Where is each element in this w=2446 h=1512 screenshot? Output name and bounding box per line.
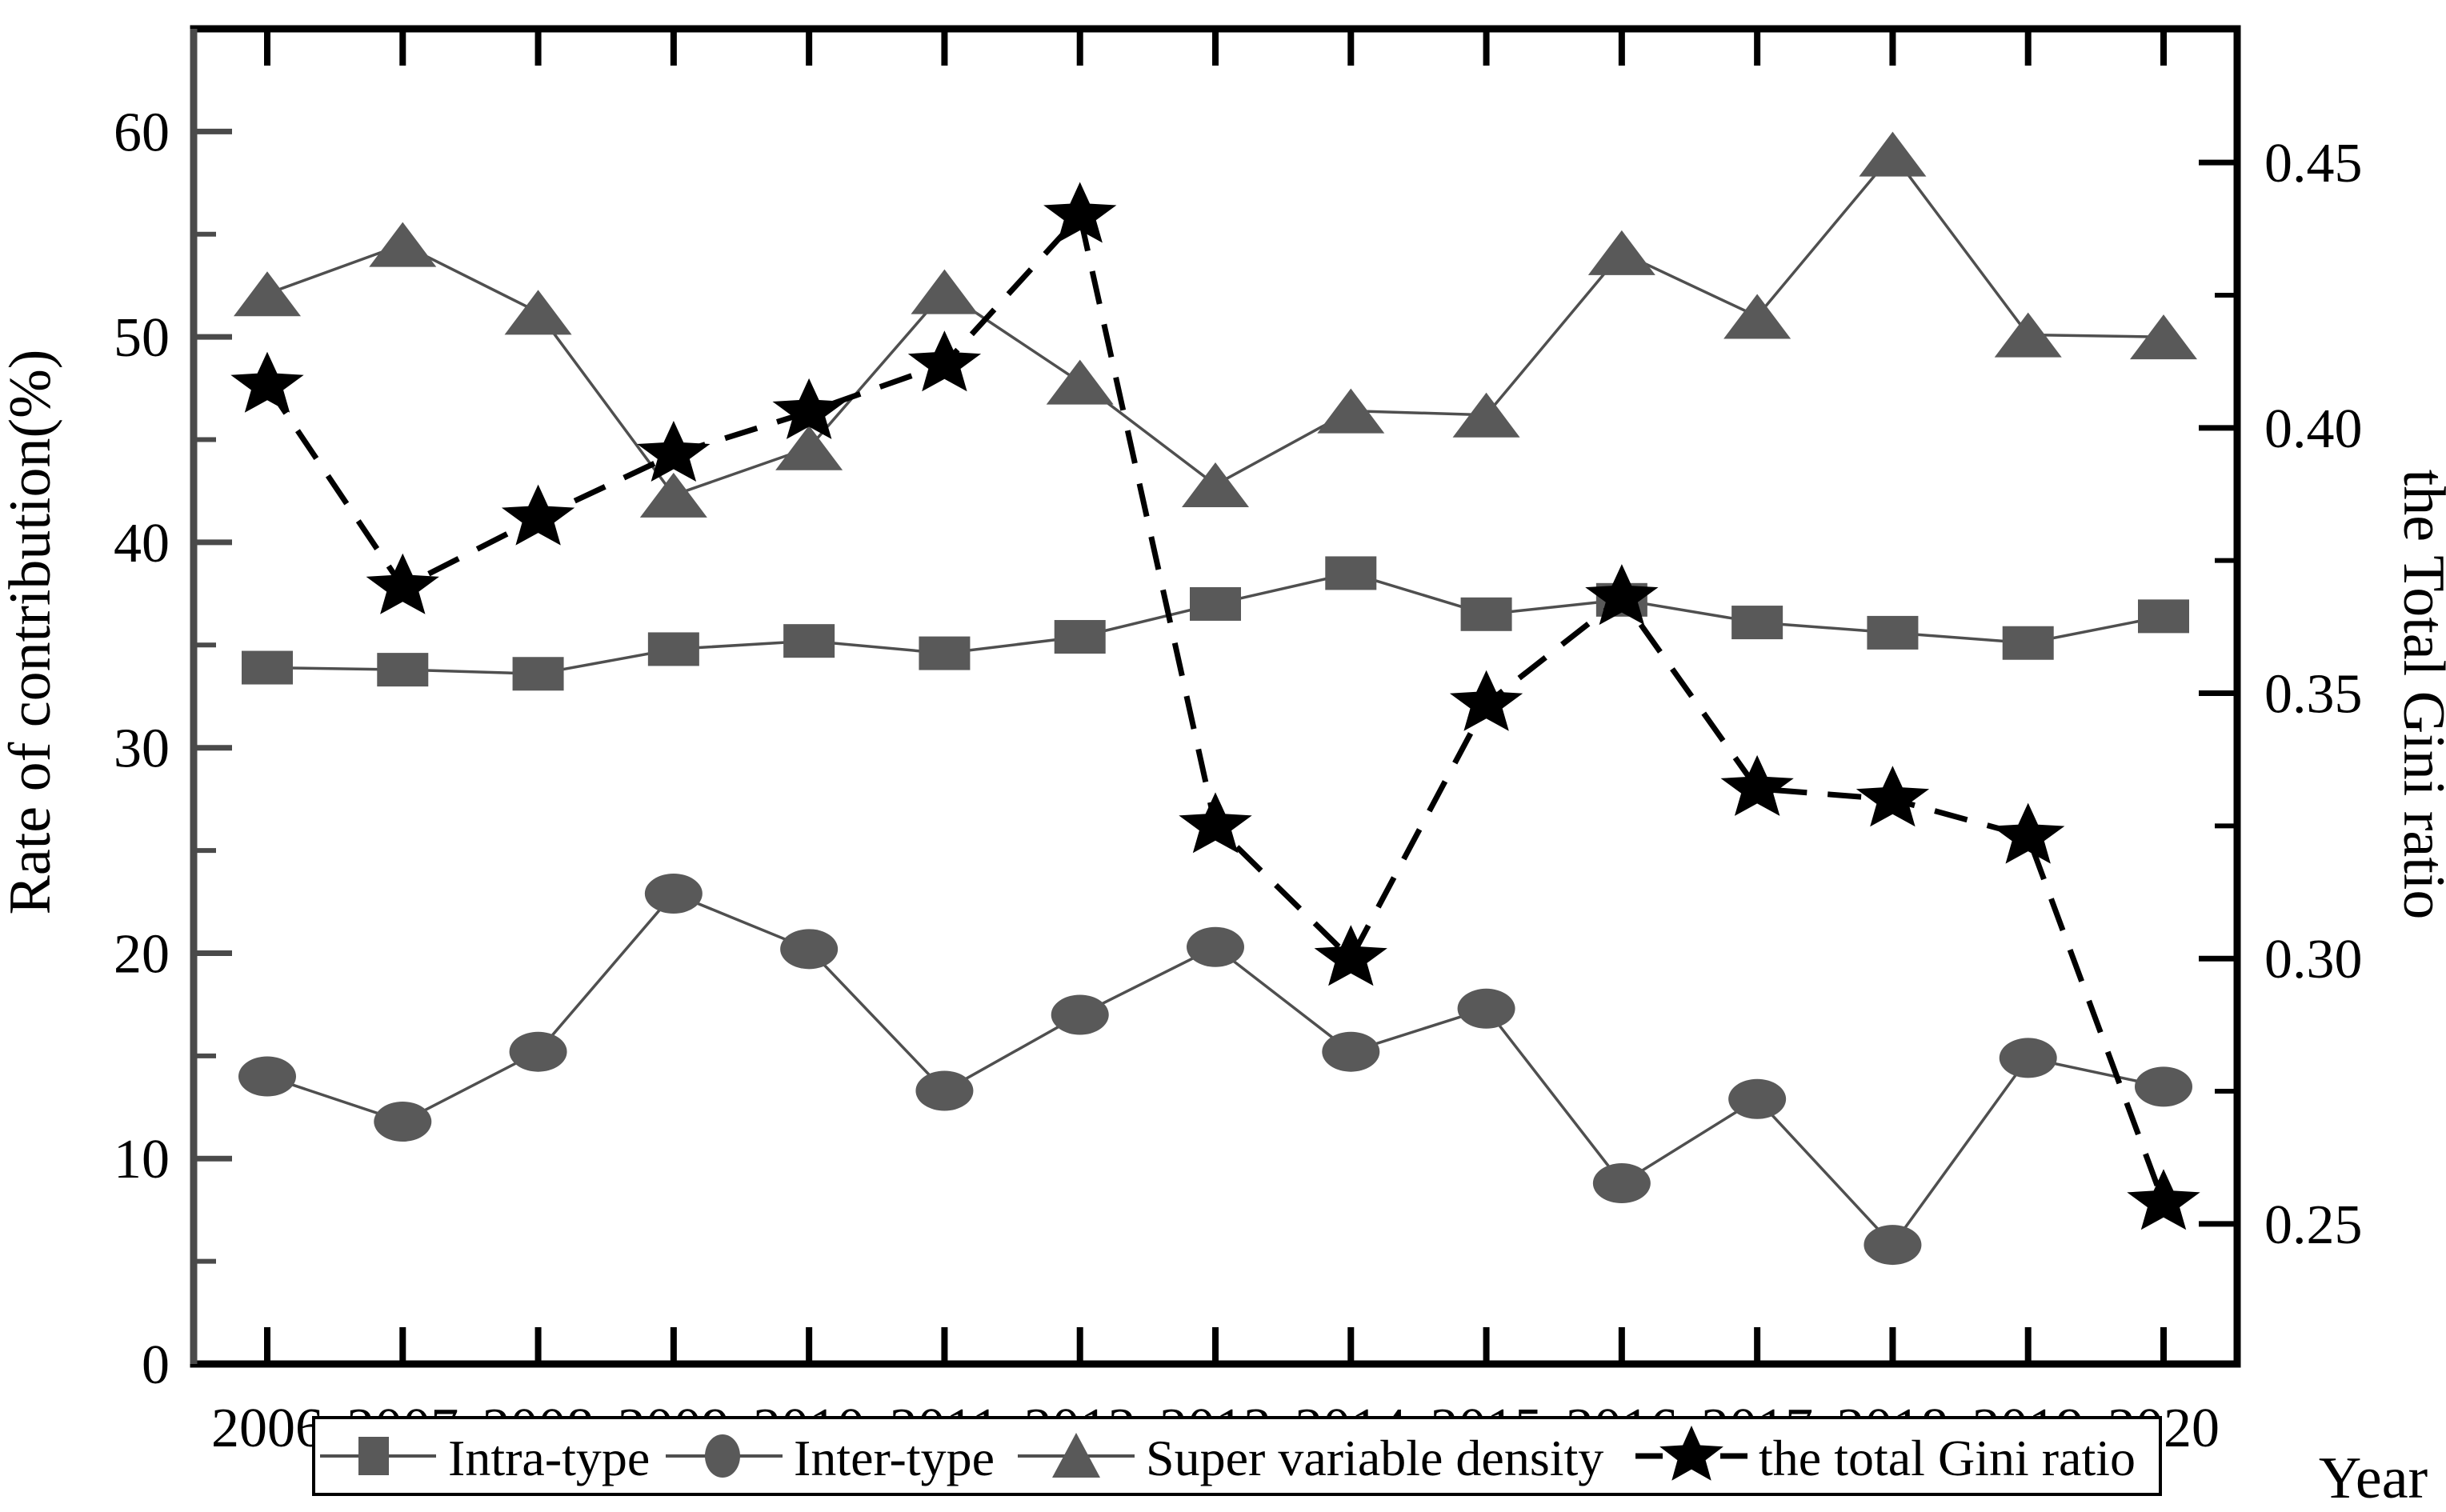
- marker-star-2017: [1720, 754, 1794, 816]
- marker-square-2006: [242, 650, 293, 685]
- marker-star-2011: [907, 330, 982, 392]
- marker-square-2014: [1325, 556, 1377, 590]
- marker-star-2020: [2127, 1169, 2200, 1230]
- legend-circle-icon: [705, 1434, 740, 1478]
- marker-circle-2014: [1322, 1031, 1380, 1072]
- legend-label-super-variable-density: Super variable density: [1146, 1430, 1603, 1486]
- marker-circle-2017: [1728, 1078, 1787, 1119]
- marker-circle-2012: [1051, 994, 1109, 1035]
- right-axis-tick-label: 0.40: [2264, 398, 2363, 460]
- marker-star-2016: [1585, 564, 1659, 626]
- marker-triangle-2019: [1994, 312, 2062, 358]
- marker-star-2007: [366, 553, 439, 614]
- marker-square-2018: [1867, 615, 1919, 650]
- left-axis-tick-label: 40: [114, 513, 170, 574]
- marker-square-2015: [1460, 597, 1512, 631]
- marker-circle-2019: [1999, 1038, 2057, 1078]
- legend-label-the-total-gini-ratio: the total Gini ratio: [1759, 1430, 2136, 1486]
- legend-square-icon: [358, 1437, 389, 1475]
- marker-triangle-2014: [1317, 388, 1385, 434]
- legend-label-inter-type: Inter-type: [794, 1430, 995, 1486]
- left-axis-tick-label: 60: [114, 102, 170, 163]
- marker-circle-2016: [1592, 1163, 1651, 1204]
- marker-star-2012: [1043, 182, 1117, 243]
- marker-triangle-2008: [504, 290, 572, 335]
- left-axis-tick-label: 0: [142, 1334, 170, 1396]
- marker-circle-2020: [2135, 1066, 2192, 1107]
- marker-square-2013: [1190, 586, 1241, 621]
- x-axis-title: Year: [2319, 1446, 2428, 1511]
- marker-square-2017: [1731, 606, 1783, 640]
- marker-triangle-2009: [639, 472, 707, 518]
- legend-box: [312, 1416, 2162, 1496]
- marker-circle-2008: [509, 1031, 567, 1072]
- marker-triangle-2017: [1723, 294, 1791, 339]
- right-axis-tick-label: 0.30: [2264, 929, 2363, 990]
- marker-square-2008: [512, 657, 564, 691]
- left-axis-title: Rate of contribution(%): [0, 350, 63, 915]
- right-axis-tick-label: 0.25: [2264, 1194, 2363, 1256]
- marker-square-2012: [1054, 620, 1106, 654]
- marker-star-2009: [637, 421, 711, 482]
- marker-star-2019: [1992, 802, 2065, 864]
- marker-square-2020: [2138, 599, 2189, 634]
- right-axis-tick-label: 0.45: [2264, 133, 2363, 194]
- marker-square-2007: [377, 653, 429, 687]
- marker-circle-2011: [915, 1070, 974, 1111]
- marker-square-2010: [783, 624, 835, 658]
- marker-triangle-2010: [775, 425, 843, 470]
- marker-square-2011: [919, 636, 971, 670]
- marker-star-2015: [1449, 670, 1523, 731]
- left-axis-tick-label: 30: [114, 718, 170, 780]
- marker-star-2006: [230, 351, 304, 413]
- left-axis-tick-label: 50: [114, 307, 170, 369]
- marker-triangle-2015: [1452, 392, 1520, 438]
- marker-circle-2006: [238, 1056, 296, 1097]
- marker-triangle-2011: [911, 269, 979, 314]
- legend-star-icon: [1659, 1426, 1723, 1481]
- marker-star-2014: [1314, 925, 1387, 986]
- marker-triangle-2020: [2130, 314, 2197, 360]
- marker-triangle-2016: [1587, 230, 1655, 275]
- marker-circle-2015: [1457, 988, 1515, 1029]
- marker-circle-2010: [780, 929, 839, 970]
- marker-triangle-2006: [234, 271, 301, 317]
- legend-label-intra-type: Intra-type: [448, 1430, 650, 1486]
- marker-star-2010: [772, 378, 846, 439]
- marker-star-2018: [1856, 766, 1930, 827]
- marker-triangle-2013: [1182, 462, 1249, 508]
- x-axis-tick-label: 2006: [211, 1398, 323, 1459]
- marker-star-2013: [1179, 792, 1252, 854]
- right-axis-tick-label: 0.35: [2264, 664, 2363, 726]
- legend-triangle-icon: [1052, 1433, 1100, 1478]
- marker-square-2019: [2002, 626, 2054, 660]
- marker-circle-2009: [644, 873, 703, 914]
- left-axis-tick-label: 20: [114, 923, 170, 985]
- right-axis-title: the Total Gini ratio: [2391, 470, 2446, 920]
- marker-triangle-2007: [369, 222, 437, 267]
- marker-triangle-2012: [1046, 359, 1114, 405]
- marker-circle-2018: [1864, 1225, 1922, 1266]
- marker-triangle-2018: [1859, 131, 1927, 177]
- marker-square-2009: [647, 632, 699, 666]
- marker-circle-2013: [1187, 926, 1244, 967]
- marker-circle-2007: [374, 1102, 432, 1142]
- left-axis-tick-label: 10: [114, 1129, 170, 1190]
- marker-star-2008: [501, 484, 575, 546]
